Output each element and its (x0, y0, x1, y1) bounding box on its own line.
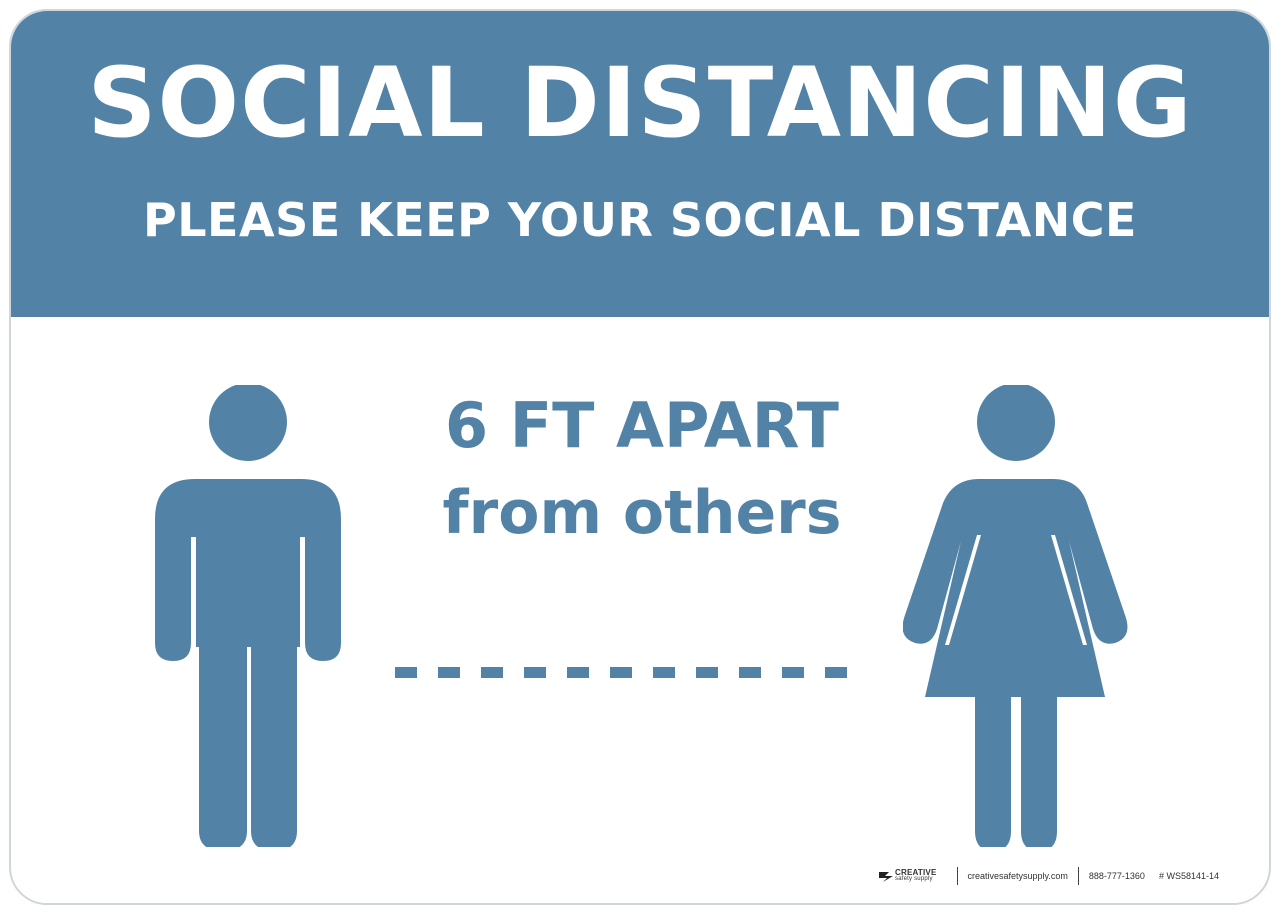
product-code: # WS58141-14 (1158, 871, 1219, 881)
distance-text: 6 FT APART (445, 389, 839, 462)
social-distancing-sign: SOCIAL DISTANCING PLEASE KEEP YOUR SOCIA… (9, 9, 1271, 905)
brand-mark-icon (879, 872, 894, 882)
sign-footer: CREATIVE safety supply creativesafetysup… (879, 867, 1219, 885)
dashed-line-icon (395, 667, 847, 678)
brand-logo: CREATIVE safety supply (879, 869, 936, 882)
woman-icon (903, 385, 1128, 847)
brand-sub: safety supply (895, 875, 933, 882)
footer-divider (956, 867, 958, 885)
sign-header: SOCIAL DISTANCING PLEASE KEEP YOUR SOCIA… (11, 11, 1269, 317)
footer-divider (1077, 867, 1079, 885)
website-text: creativesafetysupply.com (967, 871, 1068, 881)
sign-title: SOCIAL DISTANCING (87, 47, 1193, 159)
brand-name: CREATIVE (895, 868, 937, 878)
sign-subtitle: PLEASE KEEP YOUR SOCIAL DISTANCE (143, 193, 1137, 247)
distance-subtext: from others (442, 478, 842, 548)
man-icon (155, 385, 341, 847)
phone-text: 888-777-1360 (1088, 871, 1145, 881)
